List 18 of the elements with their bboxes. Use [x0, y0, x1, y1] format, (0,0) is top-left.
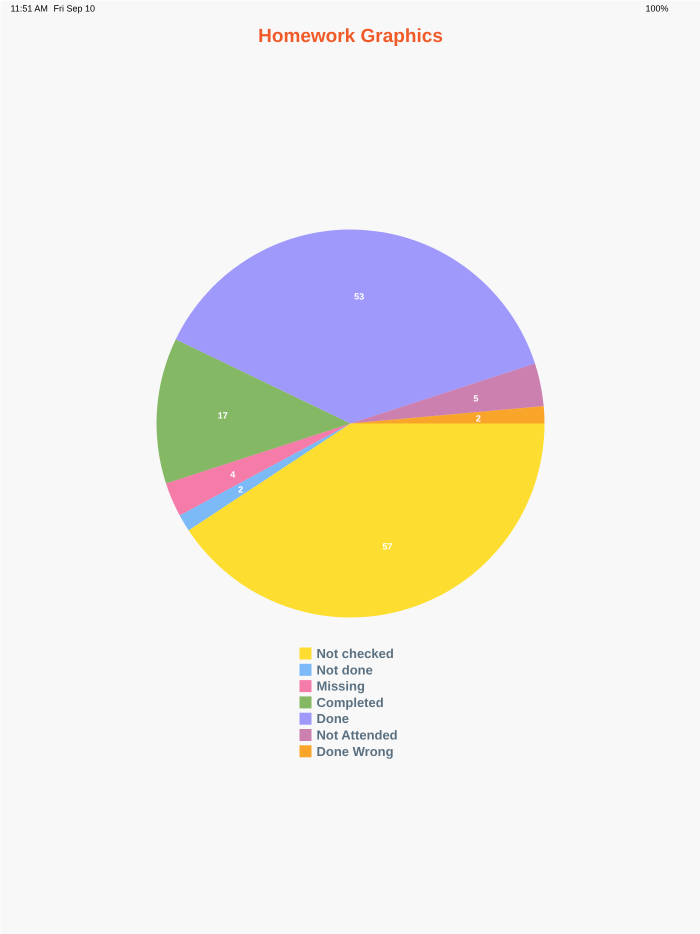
text: 11:51 AM	[10, 4, 48, 14]
text: 100%	[645, 4, 669, 14]
chart-title: Homework Graphics	[258, 26, 443, 47]
legend-label: Done Wrong	[316, 744, 394, 759]
text: Fri Sep 10	[54, 4, 96, 14]
data-label: 5	[473, 393, 478, 404]
data-label: 57	[382, 542, 392, 552]
data-label: 2	[476, 413, 481, 424]
data-label: 17	[218, 410, 228, 420]
legend-label: Not checked	[316, 646, 394, 661]
legend-label: Not done	[316, 662, 373, 678]
data-label: 4	[230, 469, 236, 480]
legend-label: Missing	[316, 678, 365, 694]
legend-label: Not Attended	[316, 728, 398, 742]
data-label: 53	[354, 291, 364, 302]
legend-label: Completed	[316, 694, 384, 710]
data-label: 2	[238, 484, 244, 495]
legend-label: Done	[316, 711, 349, 726]
